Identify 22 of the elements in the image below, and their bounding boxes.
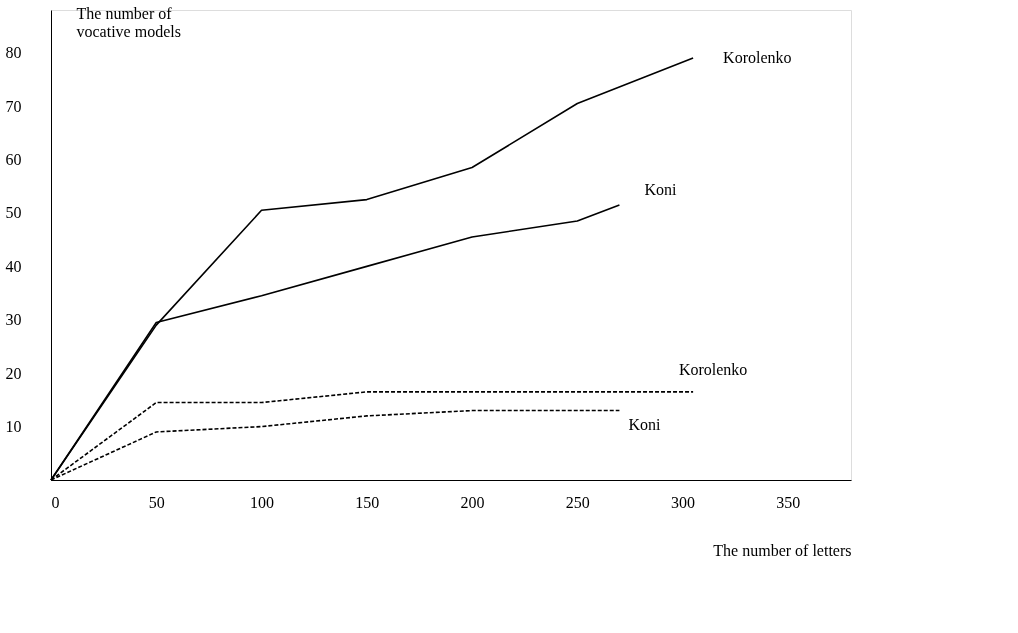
x-tick-label: 300 (671, 493, 696, 511)
x-tick-label: 350 (776, 493, 801, 511)
y-tick-label: 70 (5, 97, 22, 115)
y-tick-label: 60 (5, 151, 22, 169)
x-tick-label: 0 (51, 493, 60, 511)
x-tick-label: 100 (250, 493, 275, 511)
x-tick-label: 50 (148, 493, 165, 511)
y-tick-label: 40 (5, 257, 22, 275)
y-tick-label: 30 (5, 311, 22, 329)
series-label: Koni (644, 180, 677, 198)
x-tick-label: 200 (460, 493, 485, 511)
y-axis-title: The number of vocative models (76, 4, 181, 40)
x-axis-title: The number of letters (713, 541, 852, 559)
y-tick-label: 10 (5, 418, 22, 436)
series-label: Korolenko (678, 360, 748, 378)
series-label: Korolenko (723, 49, 792, 67)
y-tick-label: 20 (5, 364, 22, 382)
x-tick-label: 250 (565, 493, 590, 511)
series-label: Koni (628, 415, 661, 433)
y-tick-label: 80 (5, 44, 22, 62)
x-tick-label: 150 (355, 493, 380, 511)
y-tick-label: 50 (5, 204, 22, 222)
